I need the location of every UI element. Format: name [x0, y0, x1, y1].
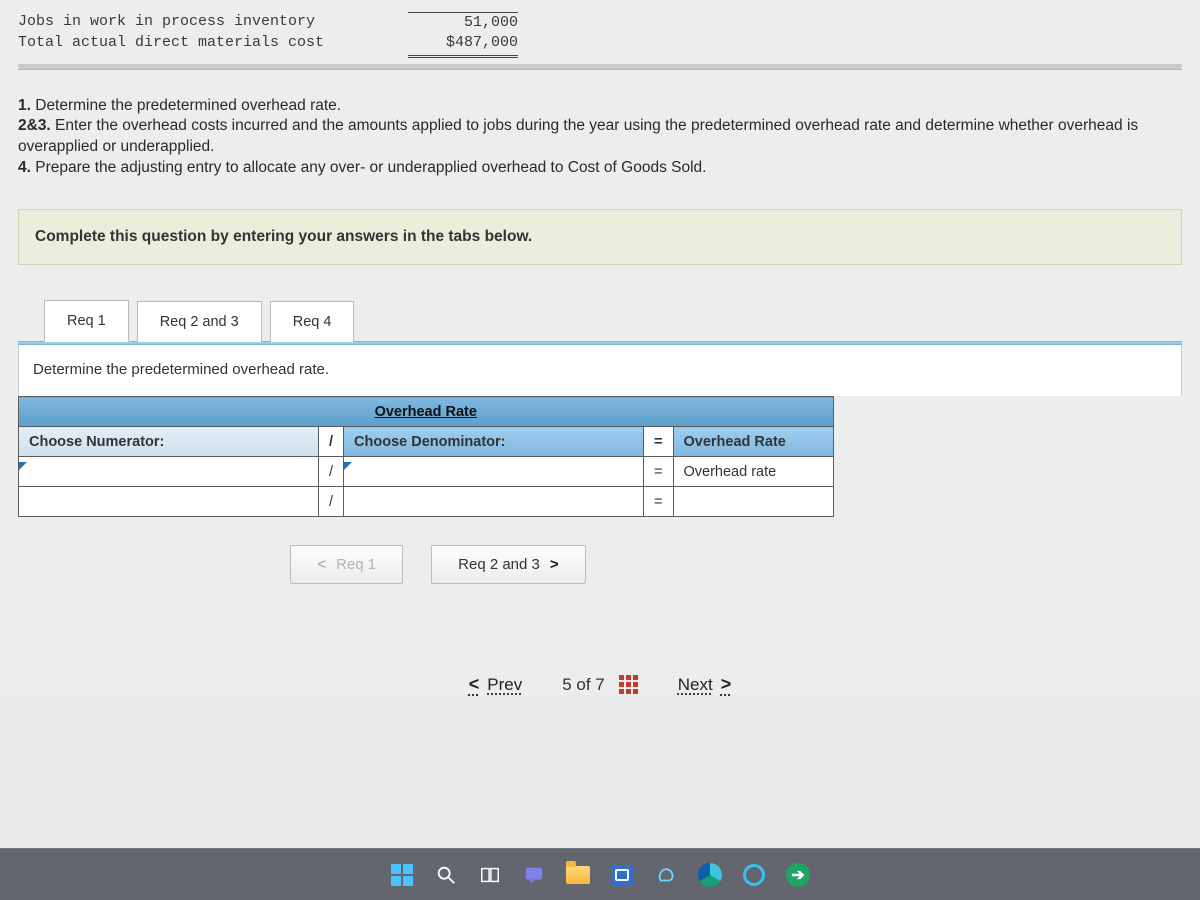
ledger-row: Jobs in work in process inventory 51,000	[18, 12, 1182, 33]
instruction-text: Determine the predetermined overhead rat…	[31, 97, 341, 114]
prev-req-button: < Req 1	[290, 545, 403, 584]
page-body: Jobs in work in process inventory 51,000…	[0, 0, 1200, 695]
instruction-line: 2&3. Enter the overhead costs incurred a…	[18, 116, 1182, 158]
store-icon	[611, 865, 633, 885]
ledger-label: Total actual direct materials cost	[18, 33, 408, 57]
dropdown-marker-icon	[344, 462, 352, 470]
instruction-num: 4.	[18, 159, 31, 176]
folder-icon	[566, 866, 590, 884]
grid-icon[interactable]	[619, 675, 638, 694]
ledger-value: 51,000	[408, 12, 518, 33]
tabs-row: Req 1 Req 2 and 3 Req 4	[18, 299, 1182, 341]
copilot-button[interactable]	[649, 858, 683, 892]
result-header: Overhead Rate	[673, 427, 833, 457]
ledger-value: $487,000	[408, 33, 518, 57]
denominator-input[interactable]	[344, 457, 644, 487]
arrow-right-icon: ➔	[786, 863, 810, 887]
next-req-button[interactable]: Req 2 and 3 >	[431, 545, 586, 584]
denominator-value-input[interactable]	[344, 487, 644, 517]
chevron-left-icon: <	[469, 674, 480, 695]
chevron-right-icon: >	[550, 556, 559, 573]
ledger-divider	[18, 64, 1182, 70]
instruction-text: Prepare the adjusting entry to allocate …	[31, 159, 707, 176]
instruction-num: 2&3.	[18, 117, 51, 134]
edge-icon	[698, 863, 722, 887]
numerator-input[interactable]	[19, 457, 319, 487]
microsoft-store-button[interactable]	[605, 858, 639, 892]
tab-subprompt: Determine the predetermined overhead rat…	[18, 345, 1182, 396]
chevron-left-icon: <	[317, 556, 326, 573]
file-explorer-button[interactable]	[561, 858, 595, 892]
overhead-rate-table: Overhead Rate Choose Numerator: / Choose…	[18, 396, 834, 517]
instruction-line: 4. Prepare the adjusting entry to alloca…	[18, 158, 1182, 179]
table-title: Overhead Rate	[19, 397, 834, 427]
cortana-button[interactable]	[737, 858, 771, 892]
instructions: 1. Determine the predetermined overhead …	[18, 96, 1182, 180]
search-icon	[435, 864, 457, 886]
next-req-label: Req 2 and 3	[458, 556, 540, 573]
ledger-value-text: 51,000	[408, 12, 518, 33]
table-row: / =	[19, 487, 834, 517]
ledger-label: Jobs in work in process inventory	[18, 12, 408, 33]
ledger-row: Total actual direct materials cost $487,…	[18, 33, 1182, 57]
tab-req1[interactable]: Req 1	[44, 300, 129, 342]
pager-next-label: Next	[678, 675, 713, 695]
instruction-line: 1. Determine the predetermined overhead …	[18, 96, 1182, 117]
task-view-button[interactable]	[473, 858, 507, 892]
denominator-header: Choose Denominator:	[344, 427, 644, 457]
cortana-icon	[743, 864, 765, 886]
table-title-row: Overhead Rate	[19, 397, 834, 427]
question-pager: < Prev 5 of 7 Next >	[18, 674, 1182, 695]
copilot-icon	[655, 864, 677, 886]
slash-cell: /	[319, 487, 344, 517]
pager-prev-button[interactable]: < Prev	[469, 674, 522, 695]
tab-req2and3[interactable]: Req 2 and 3	[137, 301, 262, 342]
table-header-row: Choose Numerator: / Choose Denominator: …	[19, 427, 834, 457]
windows-logo-icon	[391, 864, 413, 886]
start-button[interactable]	[385, 858, 419, 892]
tab-req4[interactable]: Req 4	[270, 301, 355, 342]
slash-header: /	[319, 427, 344, 457]
edge-button[interactable]	[693, 858, 727, 892]
result-value-input[interactable]	[673, 487, 833, 517]
task-view-icon	[479, 864, 501, 886]
pager-position: 5 of 7	[562, 675, 638, 695]
equals-cell: =	[644, 457, 673, 487]
search-button[interactable]	[429, 858, 463, 892]
pager-prev-label: Prev	[487, 675, 522, 695]
chat-button[interactable]	[517, 858, 551, 892]
pager-position-text: 5 of 7	[562, 675, 605, 695]
slash-cell: /	[319, 457, 344, 487]
complete-banner: Complete this question by entering your …	[18, 209, 1182, 265]
ledger-block: Jobs in work in process inventory 51,000…	[18, 12, 1182, 58]
instruction-num: 1.	[18, 97, 31, 114]
ledger-value-text: $487,000	[408, 33, 518, 57]
numerator-value-input[interactable]	[19, 487, 319, 517]
req-nav: < Req 1 Req 2 and 3 >	[158, 545, 718, 584]
numerator-header: Choose Numerator:	[19, 427, 319, 457]
pager-next-button[interactable]: Next >	[678, 674, 731, 695]
get-started-button[interactable]: ➔	[781, 858, 815, 892]
chat-icon	[523, 864, 545, 886]
prev-req-label: Req 1	[336, 556, 376, 573]
dropdown-marker-icon	[19, 462, 27, 470]
windows-taskbar[interactable]: ➔	[0, 848, 1200, 900]
chevron-right-icon: >	[721, 674, 732, 695]
instruction-text: Enter the overhead costs incurred and th…	[18, 117, 1138, 155]
result-label: Overhead rate	[673, 457, 833, 487]
equals-cell: =	[644, 487, 673, 517]
equals-header: =	[644, 427, 673, 457]
table-row: / = Overhead rate	[19, 457, 834, 487]
